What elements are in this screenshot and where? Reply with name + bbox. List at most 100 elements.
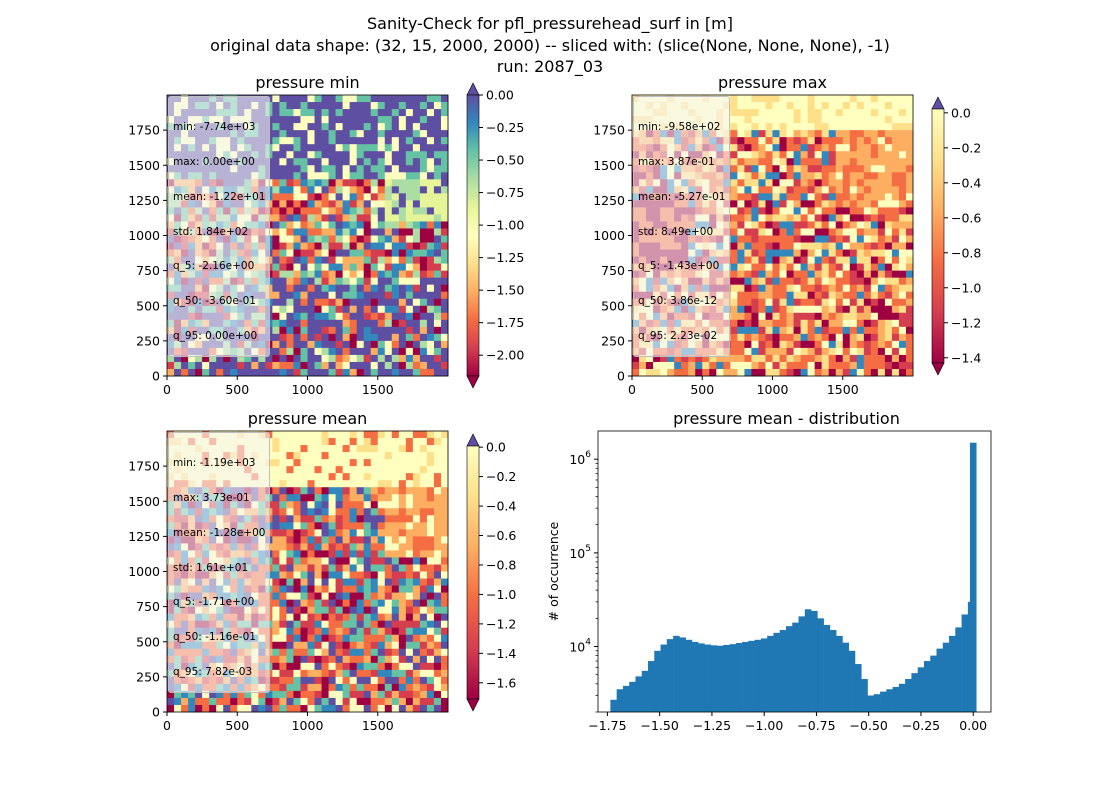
heatmap-cell [842,291,851,300]
heatmap-cell [779,291,787,300]
heatmap-cell [405,340,414,349]
heatmap-cell [440,522,449,530]
heatmap-cell [412,585,421,593]
heatmap-cell [279,312,287,321]
heatmap-cell [363,312,372,321]
heatmap-cell [335,655,344,664]
heatmap-cell [863,228,872,236]
heatmap-cell [342,529,351,537]
heatmap-cell [272,494,280,502]
heatmap-cell [730,326,738,335]
heatmap-cell [398,627,407,636]
heatmap-cell [384,291,393,300]
heatmap-cell [905,95,914,103]
heatmap-cell [272,172,280,180]
heatmap-cell [849,249,858,257]
heatmap-cell [321,333,329,342]
heatmap-cell [286,676,294,685]
heatmap-cell [793,298,802,307]
heatmap-cell [835,109,844,117]
heatmap-cell [426,312,435,321]
heatmap-cell [814,151,823,159]
heatmap-cell [821,165,830,173]
heatmap-cell [307,557,315,565]
heatmap-cell [835,305,844,314]
heatmap-cell [356,690,365,699]
heatmap-cell [807,312,816,321]
heatmap-cell [835,263,844,272]
heatmap-cell [349,116,358,124]
heatmap-cell [405,228,414,236]
y-tick-label: 250 [601,333,625,348]
heatmap-cell [405,606,414,615]
heatmap-cell [216,361,224,370]
heatmap-cell [440,354,449,363]
histogram-bar [779,630,787,712]
heatmap-cell [286,508,294,516]
heatmap-cell [328,592,337,601]
heatmap-cell [356,676,365,685]
heatmap-cell [828,319,837,328]
heatmap-cell [405,207,414,215]
heatmap-cell [884,207,893,215]
heatmap-cell [342,242,351,250]
heatmap-cell [758,340,766,349]
heatmap-cell [328,172,337,180]
heatmap-cell [821,158,830,166]
heatmap-cell [384,571,393,579]
heatmap-cell [800,130,809,138]
heatmap-cell [300,543,308,551]
heatmap-cell [744,172,752,180]
heatmap-cell [835,326,844,335]
heatmap-cell [807,354,816,363]
heatmap-cell [744,151,752,159]
heatmap-cell [891,249,900,257]
heatmap-cell [335,550,344,558]
heatmap-cell [419,235,428,243]
heatmap-cell [828,277,837,286]
heatmap-cell [363,585,372,593]
heatmap-cell [244,354,252,363]
heatmap-cell [384,305,393,314]
heatmap-cell [314,333,322,342]
heatmap-cell [793,137,802,145]
histogram-bar [673,635,680,712]
heatmap-cell [884,284,893,293]
y-tick-label: 1000 [128,228,160,243]
heatmap-cell [905,130,914,138]
heatmap-cell [828,368,837,377]
heatmap-cell [370,186,379,194]
heatmap-cell [258,354,266,363]
heatmap-cell [398,452,407,460]
heatmap-cell [800,186,809,194]
heatmap-cell [349,431,358,439]
heatmap-cell [744,270,752,279]
heatmap-cell [856,361,865,370]
heatmap-cell [877,326,886,335]
heatmap-cell [286,172,294,180]
heatmap-cell [314,123,322,131]
heatmap-cell [398,200,407,208]
heatmap-cell [856,116,865,124]
heatmap-cell [356,242,365,250]
heatmap-cell [419,676,428,685]
heatmap-cell [898,312,907,321]
heatmap-cell [814,354,823,363]
heatmap-cell [821,354,830,363]
heatmap-cell [405,326,414,335]
heatmap-cell [384,690,393,699]
heatmap-cell [681,361,689,370]
heatmap-cell [356,459,365,467]
heatmap-cell [419,452,428,460]
heatmap-cell [370,606,379,615]
heatmap-cell [793,221,802,229]
heatmap-cell [744,277,752,286]
heatmap-cell [426,550,435,558]
heatmap-cell [335,151,344,159]
heatmap-cell [363,193,372,201]
heatmap-cell [870,291,879,300]
heatmap-cell [863,291,872,300]
heatmap-cell [744,193,752,201]
heatmap-cell [293,109,301,117]
heatmap-cell [849,319,858,328]
